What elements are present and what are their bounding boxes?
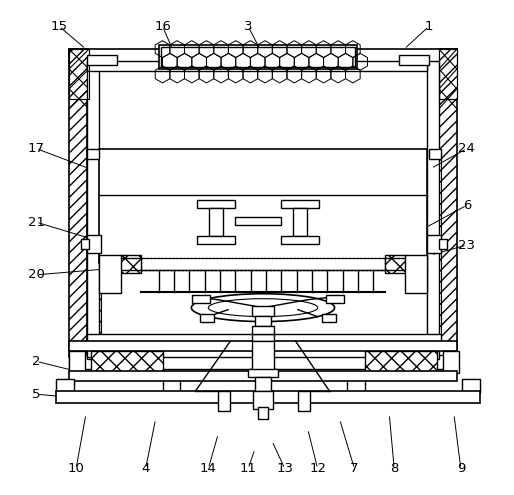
Bar [252,306,274,316]
Text: 6: 6 [463,198,471,212]
Bar [69,49,457,63]
Bar [87,61,99,359]
Bar [427,148,441,263]
Bar [200,314,214,322]
Bar [197,236,235,244]
Text: 14: 14 [200,462,217,475]
Text: 11: 11 [240,462,256,475]
Bar [252,334,274,342]
Bar [141,258,386,270]
Bar [87,260,101,340]
Ellipse shape [191,294,335,322]
Bar [56,391,480,403]
Bar [218,391,230,411]
Bar [427,61,439,359]
Text: 12: 12 [309,462,326,475]
Text: 13: 13 [277,462,293,475]
Bar [252,342,274,371]
Text: 2: 2 [32,355,41,368]
Bar [248,369,278,377]
Bar [255,377,271,391]
Ellipse shape [208,298,318,317]
Bar [325,295,343,302]
Text: 24: 24 [458,142,475,155]
Bar [253,391,273,409]
Bar [209,208,223,236]
Text: 1: 1 [425,20,433,33]
Bar [443,351,459,373]
Text: 20: 20 [28,268,45,281]
Bar [99,255,121,293]
Bar [293,208,307,236]
Bar [427,260,441,340]
Bar [87,340,427,357]
Bar [119,255,141,273]
Bar [386,255,407,273]
Bar [87,235,101,253]
Bar [69,49,89,99]
Bar [255,316,271,326]
Bar [462,379,480,393]
Bar [298,391,310,411]
Bar [81,239,89,249]
Bar [399,55,429,65]
Bar [405,255,427,293]
Bar [56,379,74,393]
Bar [258,407,268,419]
Bar [322,314,336,322]
Bar [347,374,365,392]
Text: 7: 7 [350,462,359,475]
Bar [462,379,480,393]
Bar [235,217,281,225]
Bar [439,239,447,249]
Bar [162,374,180,392]
Text: 16: 16 [154,20,171,33]
Text: 10: 10 [67,462,84,475]
Bar [439,49,457,99]
Bar [87,148,101,263]
Text: 15: 15 [50,20,68,33]
Text: 3: 3 [244,20,252,33]
Bar [252,326,274,334]
Bar [91,351,162,373]
Text: 23: 23 [458,239,475,251]
Text: 21: 21 [28,216,45,229]
Text: 4: 4 [141,462,150,475]
Bar [281,236,319,244]
Text: 9: 9 [456,462,465,475]
Bar [439,49,457,357]
Bar [160,47,356,67]
Bar [365,351,437,373]
Bar [69,351,85,373]
Bar [69,49,87,357]
Text: 17: 17 [28,142,45,155]
Text: 5: 5 [32,388,41,400]
Bar [69,355,457,369]
Bar [99,148,427,263]
Bar [197,200,235,208]
Bar [281,200,319,208]
Bar [69,371,457,381]
Bar [141,258,386,270]
Text: 8: 8 [390,462,398,475]
Bar [192,295,210,302]
Bar [158,45,357,69]
Bar [87,148,99,158]
Bar [69,49,89,99]
Bar [87,61,427,71]
Bar [87,334,441,344]
Bar [439,49,457,99]
Bar [69,342,457,351]
Bar [427,235,441,253]
Bar [56,379,74,393]
Bar [429,148,441,158]
Bar [87,55,117,65]
